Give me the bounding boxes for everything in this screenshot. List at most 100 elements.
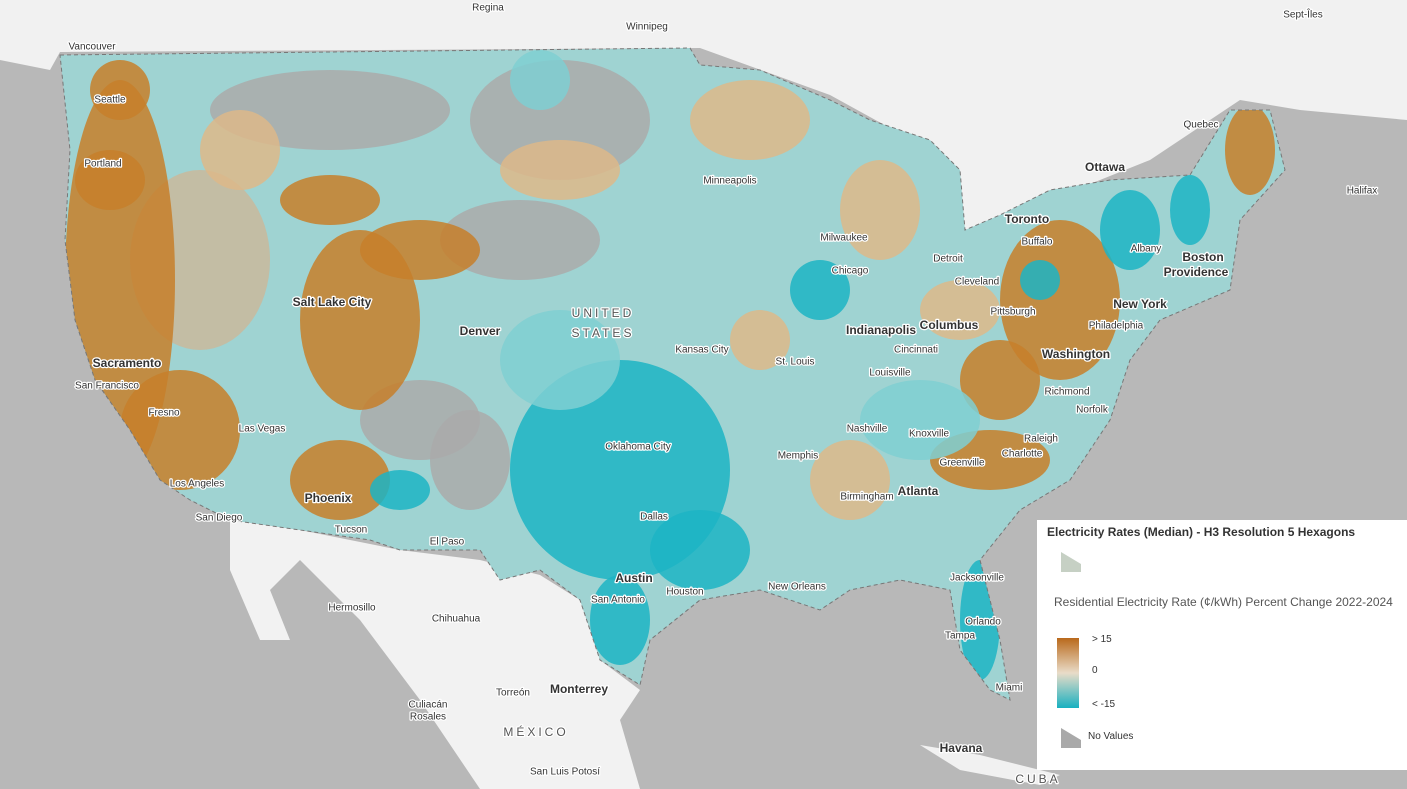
place-label: Dallas bbox=[640, 512, 668, 523]
region-patch bbox=[500, 140, 620, 200]
place-label: Halifax bbox=[1347, 186, 1378, 197]
place-label: Birmingham bbox=[840, 492, 893, 503]
place-label: Orlando bbox=[965, 617, 1001, 628]
place-label: Albany bbox=[1131, 244, 1162, 255]
region-patch bbox=[1170, 175, 1210, 245]
legend-no-values: No Values bbox=[1088, 731, 1134, 742]
place-label: Houston bbox=[666, 587, 703, 598]
legend-title: Electricity Rates (Median) - H3 Resoluti… bbox=[1047, 525, 1356, 539]
region-patch bbox=[430, 410, 510, 510]
place-label: UNITED bbox=[572, 306, 635, 320]
place-label: Portland bbox=[84, 159, 121, 170]
place-label: Raleigh bbox=[1024, 434, 1058, 445]
place-label: San Francisco bbox=[75, 381, 139, 392]
legend: Electricity Rates (Median) - H3 Resoluti… bbox=[1037, 520, 1407, 770]
region-patch bbox=[290, 440, 390, 520]
place-label: Quebec bbox=[1183, 120, 1218, 131]
place-label: New York bbox=[1113, 297, 1167, 311]
place-label: Detroit bbox=[933, 254, 963, 265]
place-label: Philadelphia bbox=[1089, 321, 1144, 332]
place-label: Denver bbox=[460, 324, 501, 338]
place-label: Monterrey bbox=[550, 682, 608, 696]
no-values-swatch bbox=[1061, 728, 1081, 748]
place-label: Pittsburgh bbox=[990, 307, 1035, 318]
region-patch bbox=[730, 310, 790, 370]
color-ramp bbox=[1057, 638, 1079, 708]
place-label: Salt Lake City bbox=[293, 295, 372, 309]
canada bbox=[0, 0, 1407, 240]
place-label: Chicago bbox=[832, 266, 869, 277]
place-label: Memphis bbox=[778, 451, 819, 462]
place-label: Vancouver bbox=[68, 42, 116, 53]
place-label: MÉXICO bbox=[503, 724, 568, 739]
region-patch bbox=[860, 380, 980, 460]
region-patch bbox=[360, 220, 480, 280]
place-label: Greenville bbox=[939, 458, 984, 469]
place-label: Oklahoma City bbox=[605, 442, 671, 453]
place-label: Indianapolis bbox=[846, 323, 916, 337]
legend-mid: 0 bbox=[1092, 665, 1098, 676]
place-label: Washington bbox=[1042, 347, 1110, 361]
place-label: New Orleans bbox=[768, 582, 826, 593]
region-patch bbox=[1225, 105, 1275, 195]
region-patch bbox=[500, 310, 620, 410]
region-patch bbox=[90, 60, 150, 120]
place-label: San Diego bbox=[196, 513, 243, 524]
legend-field: Residential Electricity Rate (¢/kWh) Per… bbox=[1054, 595, 1393, 609]
place-label: Culiacán bbox=[409, 700, 448, 711]
place-label: Ottawa bbox=[1085, 160, 1125, 174]
region-patch bbox=[1000, 220, 1120, 380]
place-label: Torreón bbox=[496, 688, 530, 699]
region-patch bbox=[840, 160, 920, 260]
legend-high: > 15 bbox=[1092, 634, 1112, 645]
place-label: Charlotte bbox=[1002, 449, 1043, 460]
place-label: Phoenix bbox=[305, 491, 352, 505]
place-label: Chihuahua bbox=[432, 614, 481, 625]
place-label: Tucson bbox=[335, 525, 367, 536]
region-patch bbox=[1100, 190, 1160, 270]
place-label: STATES bbox=[572, 326, 635, 340]
place-label: Milwaukee bbox=[820, 233, 868, 244]
region-patch bbox=[200, 110, 280, 190]
cuba bbox=[920, 745, 1060, 785]
place-label: Los Angeles bbox=[170, 479, 225, 490]
place-label: Cincinnati bbox=[894, 345, 938, 356]
region-patch bbox=[1020, 260, 1060, 300]
place-label: Fresno bbox=[148, 408, 180, 419]
place-label: Minneapolis bbox=[703, 176, 756, 187]
place-label: Buffalo bbox=[1022, 237, 1053, 248]
place-label: Hermosillo bbox=[328, 603, 376, 614]
place-label: Cleveland bbox=[955, 277, 999, 288]
place-label: Havana bbox=[940, 741, 983, 755]
legend-swatch bbox=[1061, 552, 1081, 572]
region-patch bbox=[960, 340, 1040, 420]
region-patch bbox=[75, 150, 145, 210]
region-patch bbox=[690, 80, 810, 160]
region-patch bbox=[510, 50, 570, 110]
place-label: Tampa bbox=[945, 631, 975, 642]
place-label: Toronto bbox=[1005, 212, 1049, 226]
place-label: Sacramento bbox=[93, 356, 162, 370]
legend-low: < -15 bbox=[1092, 699, 1116, 710]
place-label: Austin bbox=[615, 571, 652, 585]
place-label: Richmond bbox=[1044, 387, 1089, 398]
place-label: Nashville bbox=[847, 424, 888, 435]
region-patch bbox=[920, 280, 1000, 340]
place-label: Boston bbox=[1182, 250, 1223, 264]
place-label: Seattle bbox=[94, 95, 126, 106]
region-patch bbox=[440, 200, 600, 280]
place-label: Norfolk bbox=[1076, 405, 1109, 416]
place-label: Louisville bbox=[869, 368, 911, 379]
region-patch bbox=[280, 175, 380, 225]
region-patch bbox=[590, 575, 650, 665]
place-label: Atlanta bbox=[898, 484, 939, 498]
place-label: Las Vegas bbox=[239, 424, 286, 435]
place-label: San Luis Potosí bbox=[530, 767, 600, 778]
place-label: Miami bbox=[996, 683, 1023, 694]
region-patch bbox=[370, 470, 430, 510]
place-label: El Paso bbox=[430, 537, 465, 548]
place-label: Providence bbox=[1164, 265, 1229, 279]
place-label: Regina bbox=[472, 3, 504, 14]
